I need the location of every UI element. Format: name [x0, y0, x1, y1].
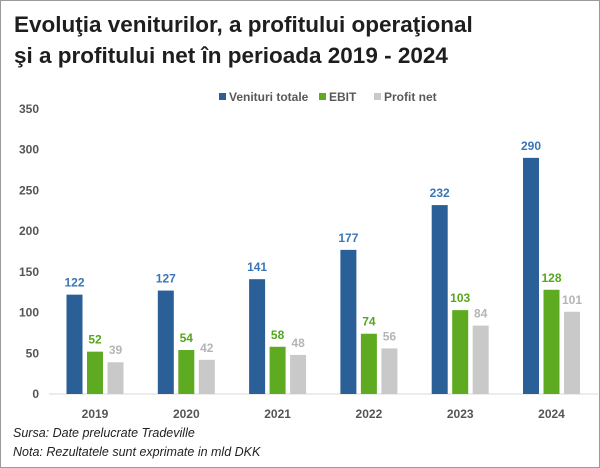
bar-venituri-totale	[157, 290, 174, 394]
y-tick-label: 150	[19, 265, 39, 279]
legend-swatch	[374, 93, 381, 100]
data-label: 290	[521, 139, 541, 153]
x-tick-label: 2023	[447, 407, 474, 421]
bar-profit-net	[107, 362, 124, 394]
x-tick-label: 2022	[356, 407, 383, 421]
y-tick-label: 350	[19, 102, 39, 116]
bar-venituri-totale	[340, 249, 357, 394]
data-label: 84	[474, 307, 488, 321]
bar-ebit	[269, 346, 286, 394]
bar-ebit	[452, 310, 469, 394]
legend-label: EBIT	[329, 90, 357, 104]
data-label: 74	[362, 315, 376, 329]
data-label: 101	[562, 293, 582, 307]
y-tick-label: 300	[19, 143, 39, 157]
units-note: Nota: Rezultatele sunt exprimate in mld …	[13, 445, 261, 459]
data-label: 177	[338, 231, 358, 245]
bar-profit-net	[381, 348, 398, 394]
legend-label: Profit net	[384, 90, 437, 104]
data-label: 48	[291, 336, 305, 350]
bar-ebit	[360, 333, 377, 394]
source-note: Sursa: Date prelucrate Tradeville	[13, 426, 195, 440]
data-label: 232	[430, 186, 450, 200]
data-label: 128	[541, 271, 561, 285]
chart-title-line-2: şi a profitului net în perioada 2019 - 2…	[14, 43, 448, 68]
bar-ebit	[543, 289, 560, 394]
bar-venituri-totale	[523, 157, 539, 394]
data-label: 42	[200, 341, 214, 355]
data-label: 56	[383, 329, 397, 343]
bar-profit-net	[290, 354, 307, 394]
x-tick-label: 2020	[173, 407, 200, 421]
data-label: 54	[180, 331, 194, 345]
data-label: 39	[109, 343, 123, 357]
y-tick-label: 250	[19, 183, 39, 197]
x-tick-label: 2019	[82, 407, 109, 421]
legend-label: Venituri totale	[229, 90, 309, 104]
chart-title-line-1: Evoluţia veniturilor, a profitului opera…	[14, 12, 473, 37]
bar-venituri-totale	[249, 279, 266, 394]
x-tick-label: 2024	[538, 407, 565, 421]
data-label: 103	[450, 291, 470, 305]
x-tick-label: 2021	[264, 407, 291, 421]
y-tick-label: 0	[32, 387, 39, 401]
y-tick-label: 200	[19, 224, 39, 238]
data-label: 122	[64, 276, 84, 290]
data-label: 52	[88, 333, 102, 347]
legend-swatch	[319, 93, 326, 100]
bar-venituri-totale	[431, 205, 448, 394]
legend-swatch	[219, 93, 226, 100]
data-label: 127	[156, 272, 176, 286]
data-label: 58	[271, 328, 285, 342]
chart-title: Evoluţia veniturilor, a profitului opera…	[14, 9, 473, 71]
bar-venituri-totale	[66, 294, 83, 394]
y-tick-label: 100	[19, 306, 39, 320]
bar-profit-net	[472, 325, 489, 394]
bar-ebit	[87, 351, 103, 394]
bar-profit-net	[198, 359, 215, 394]
y-tick-label: 50	[26, 346, 40, 360]
bar-ebit	[178, 350, 195, 394]
bar-profit-net	[564, 311, 580, 394]
data-label: 141	[247, 260, 267, 274]
